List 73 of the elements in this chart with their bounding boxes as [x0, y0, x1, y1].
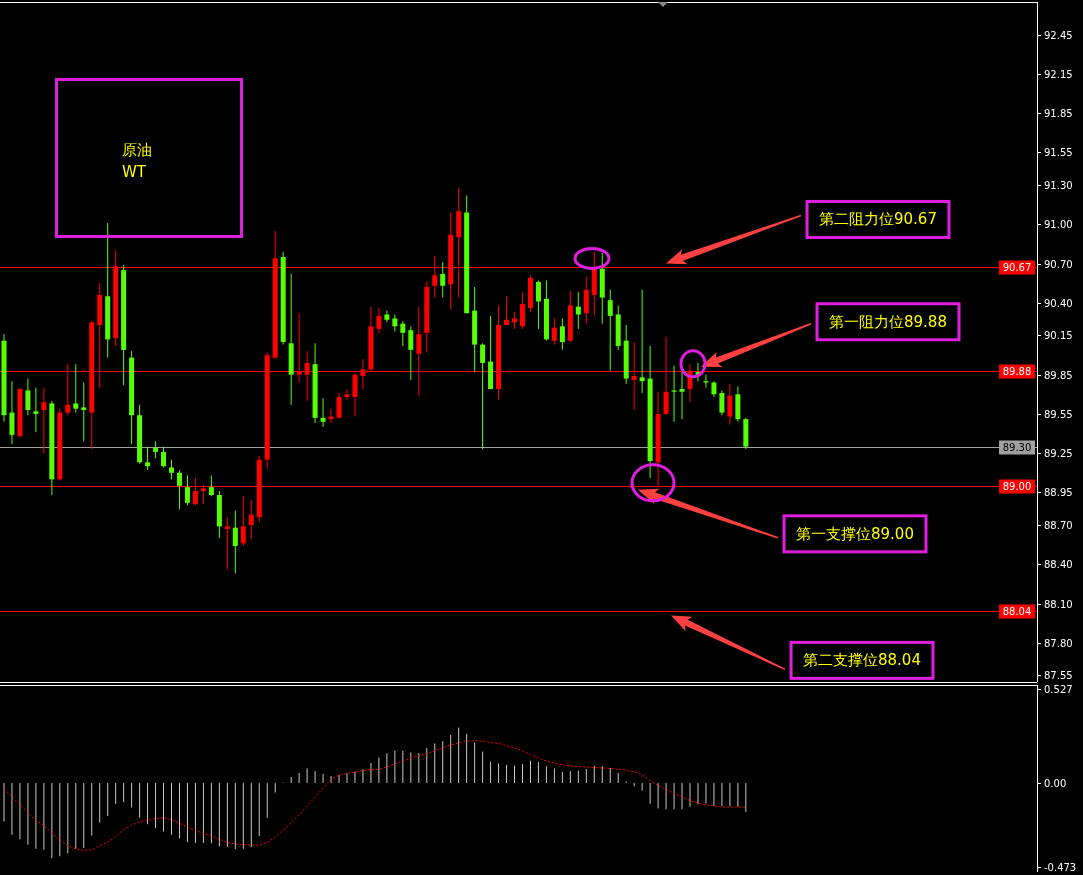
candlestick — [480, 342, 486, 450]
ref-line-label: 89.00 — [1002, 481, 1032, 492]
candlestick — [559, 317, 565, 351]
ref-line-label: 90.67 — [1002, 262, 1032, 273]
y-tick-label: 91.55 — [1044, 147, 1073, 158]
annotation: 第一阻力位89.88 — [829, 312, 947, 331]
y-tick-label: 87.55 — [1044, 670, 1073, 681]
candlestick — [575, 291, 581, 330]
candlestick — [232, 510, 238, 574]
candlestick — [679, 371, 685, 420]
candlestick — [583, 276, 589, 325]
candlestick — [248, 499, 254, 540]
y-tick-label: 91.85 — [1044, 108, 1073, 119]
y-tick-label: 91.00 — [1044, 219, 1073, 230]
candlestick — [384, 310, 390, 323]
y-tick-label: 90.40 — [1044, 298, 1073, 309]
candlestick — [727, 383, 733, 425]
candlestick — [240, 495, 246, 547]
candlestick — [161, 446, 167, 469]
candlestick — [607, 289, 613, 372]
candlestick — [703, 374, 709, 389]
candlestick — [408, 325, 414, 381]
y-tick-label: 90.70 — [1044, 259, 1073, 270]
y-tick-label: 88.10 — [1044, 599, 1073, 610]
candlestick — [504, 295, 510, 326]
candlestick — [344, 388, 350, 401]
y-tick-label: 0.00 — [1044, 778, 1067, 789]
candlestick — [639, 289, 645, 394]
candlestick — [73, 363, 79, 414]
y-tick-label: 88.70 — [1044, 520, 1073, 531]
y-tick-label: -0.473 — [1044, 862, 1077, 873]
candlestick — [81, 382, 87, 442]
candlestick — [184, 474, 190, 506]
candlestick — [33, 387, 39, 433]
candlestick — [719, 389, 725, 416]
y-tick-label: 88.95 — [1044, 487, 1073, 498]
candlestick — [519, 291, 525, 330]
line-series — [3, 740, 747, 851]
candlestick — [400, 320, 406, 347]
candlestick — [336, 392, 342, 419]
candlestick — [320, 397, 326, 428]
annotation: 第二阻力位90.67 — [819, 210, 937, 229]
annotation: 第一支撑位89.00 — [796, 524, 914, 543]
candlestick — [176, 469, 182, 510]
ref-line-label: 89.30 — [1002, 442, 1032, 453]
candlestick — [25, 378, 31, 416]
y-tick-label: 92.45 — [1044, 30, 1073, 41]
candlestick — [145, 446, 151, 471]
y-tick-label: 88.40 — [1044, 559, 1073, 570]
y-tick-label: 0.527 — [1044, 684, 1073, 695]
candlestick — [392, 314, 398, 333]
y-tick-label: 89.25 — [1044, 448, 1073, 459]
candlestick — [41, 387, 47, 454]
annotation: 第二支撑位88.04 — [803, 651, 921, 670]
candlestick — [671, 365, 677, 423]
candlestick — [440, 261, 446, 299]
y-tick-label: 89.85 — [1044, 370, 1073, 381]
y-tick-label: 92.15 — [1044, 69, 1073, 80]
candlestick — [376, 307, 382, 334]
text: 原油 — [122, 141, 152, 159]
candlestick — [535, 280, 541, 330]
y-tick-label: 91.30 — [1044, 180, 1073, 191]
text: WT — [122, 163, 147, 181]
candlestick — [224, 516, 230, 571]
candlestick — [9, 380, 15, 445]
y-tick-label: 90.15 — [1044, 330, 1073, 341]
ref-line-label: 89.88 — [1002, 366, 1032, 377]
y-tick-label: 87.80 — [1044, 638, 1073, 649]
candlestick — [551, 317, 557, 346]
y-tick-label: 89.55 — [1044, 409, 1073, 420]
ref-line-label: 88.04 — [1002, 606, 1032, 617]
candlestick — [208, 474, 214, 497]
candlestick — [169, 459, 174, 480]
